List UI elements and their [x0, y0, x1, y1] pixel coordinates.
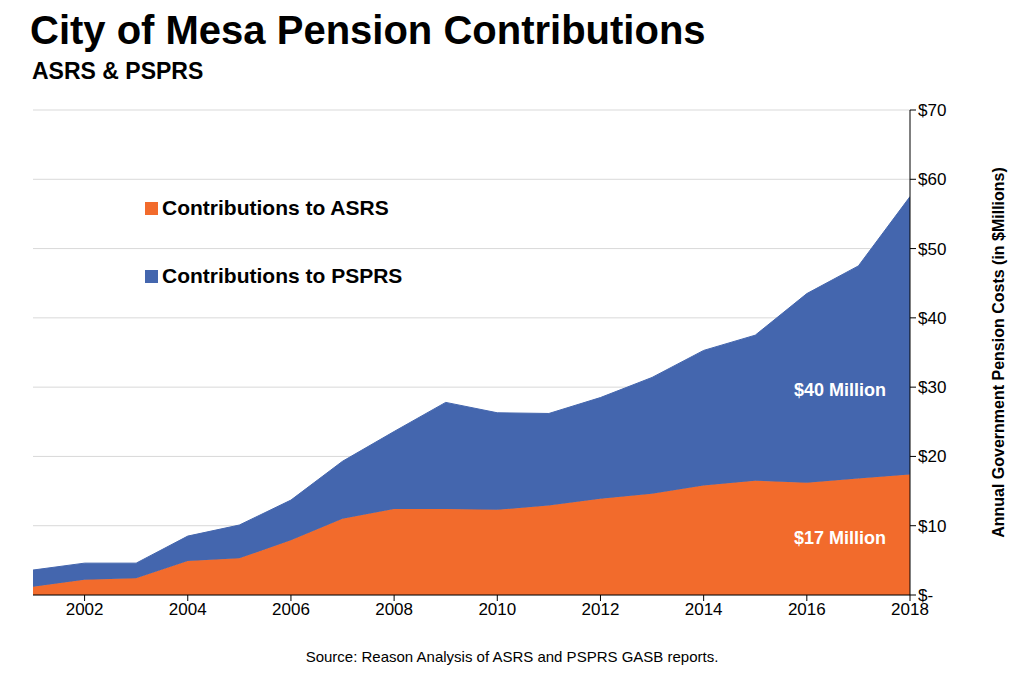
svg-text:$-: $-: [918, 586, 933, 605]
svg-text:$10: $10: [918, 517, 946, 536]
svg-text:$70: $70: [918, 101, 946, 120]
html-text:ASRS & PSPRS: ASRS & PSPRS: [32, 58, 204, 84]
svg-text:2008: 2008: [375, 600, 413, 619]
svg-text:2006: 2006: [272, 600, 310, 619]
svg-text:2010: 2010: [478, 600, 516, 619]
svg-text:$60: $60: [918, 170, 946, 189]
svg-text:2004: 2004: [169, 600, 207, 619]
svg-text:2018: 2018: [891, 600, 929, 620]
svg-text:2002: 2002: [66, 600, 104, 619]
svg-text:$40: $40: [918, 309, 946, 328]
svg-text:Annual Government Pension Cost: Annual Government Pension Costs (in $Mil…: [990, 167, 1007, 538]
html-text:Source: Reason Analysis of ASR: Source: Reason Analysis of ASRS and PSPR…: [305, 648, 719, 665]
svg-text:$17 Million: $17 Million: [794, 528, 886, 548]
svg-text:$50: $50: [918, 240, 946, 259]
svg-text:$30: $30: [918, 378, 946, 397]
svg-text:2016: 2016: [788, 600, 826, 619]
html-text:City of Mesa Pension Contribut: City of Mesa Pension Contributions: [30, 8, 706, 52]
html-text:Contributions to ASRS: Contributions to ASRS: [162, 196, 389, 219]
svg-text:2012: 2012: [582, 600, 620, 619]
svg-text:$40 Million: $40 Million: [794, 380, 886, 400]
svg-text:2014: 2014: [685, 600, 723, 619]
svg-text:$20: $20: [918, 447, 946, 466]
html-text:Contributions to PSPRS: Contributions to PSPRS: [162, 264, 403, 287]
